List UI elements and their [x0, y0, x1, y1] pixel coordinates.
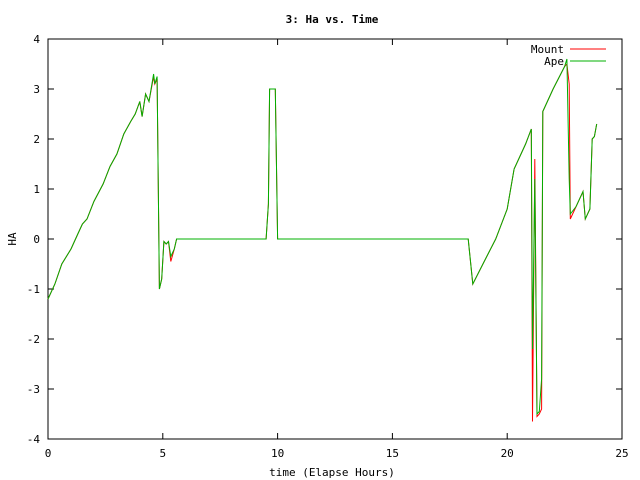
legend-label: Ape	[544, 55, 564, 68]
y-tick-label: 2	[33, 133, 40, 146]
y-tick-label: 1	[33, 183, 40, 196]
y-tick-label: 4	[33, 33, 40, 46]
x-axis-label: time (Elapse Hours)	[269, 466, 395, 479]
x-tick-label: 10	[271, 447, 284, 460]
y-tick-label: 3	[33, 83, 40, 96]
x-tick-label: 25	[615, 447, 628, 460]
x-tick-label: 20	[501, 447, 514, 460]
y-tick-label: -1	[27, 283, 40, 296]
chart-title: 3: Ha vs. Time	[286, 13, 379, 26]
y-axis-label: HA	[6, 232, 19, 246]
y-tick-label: -2	[27, 333, 40, 346]
x-tick-label: 5	[159, 447, 166, 460]
x-tick-label: 15	[386, 447, 399, 460]
y-tick-label: -4	[27, 433, 41, 446]
y-axis: -4 -3 -2 -1 0 1 2 3 4	[27, 33, 622, 446]
y-tick-label: -3	[27, 383, 40, 396]
legend-label: Mount	[531, 43, 564, 56]
series-line-mount	[47, 62, 598, 422]
series-layer	[47, 58, 598, 422]
x-axis: 0 5 10 15 20 25	[45, 39, 629, 460]
series-line-ape	[47, 58, 598, 416]
y-tick-label: 0	[33, 233, 40, 246]
x-tick-label: 0	[45, 447, 52, 460]
